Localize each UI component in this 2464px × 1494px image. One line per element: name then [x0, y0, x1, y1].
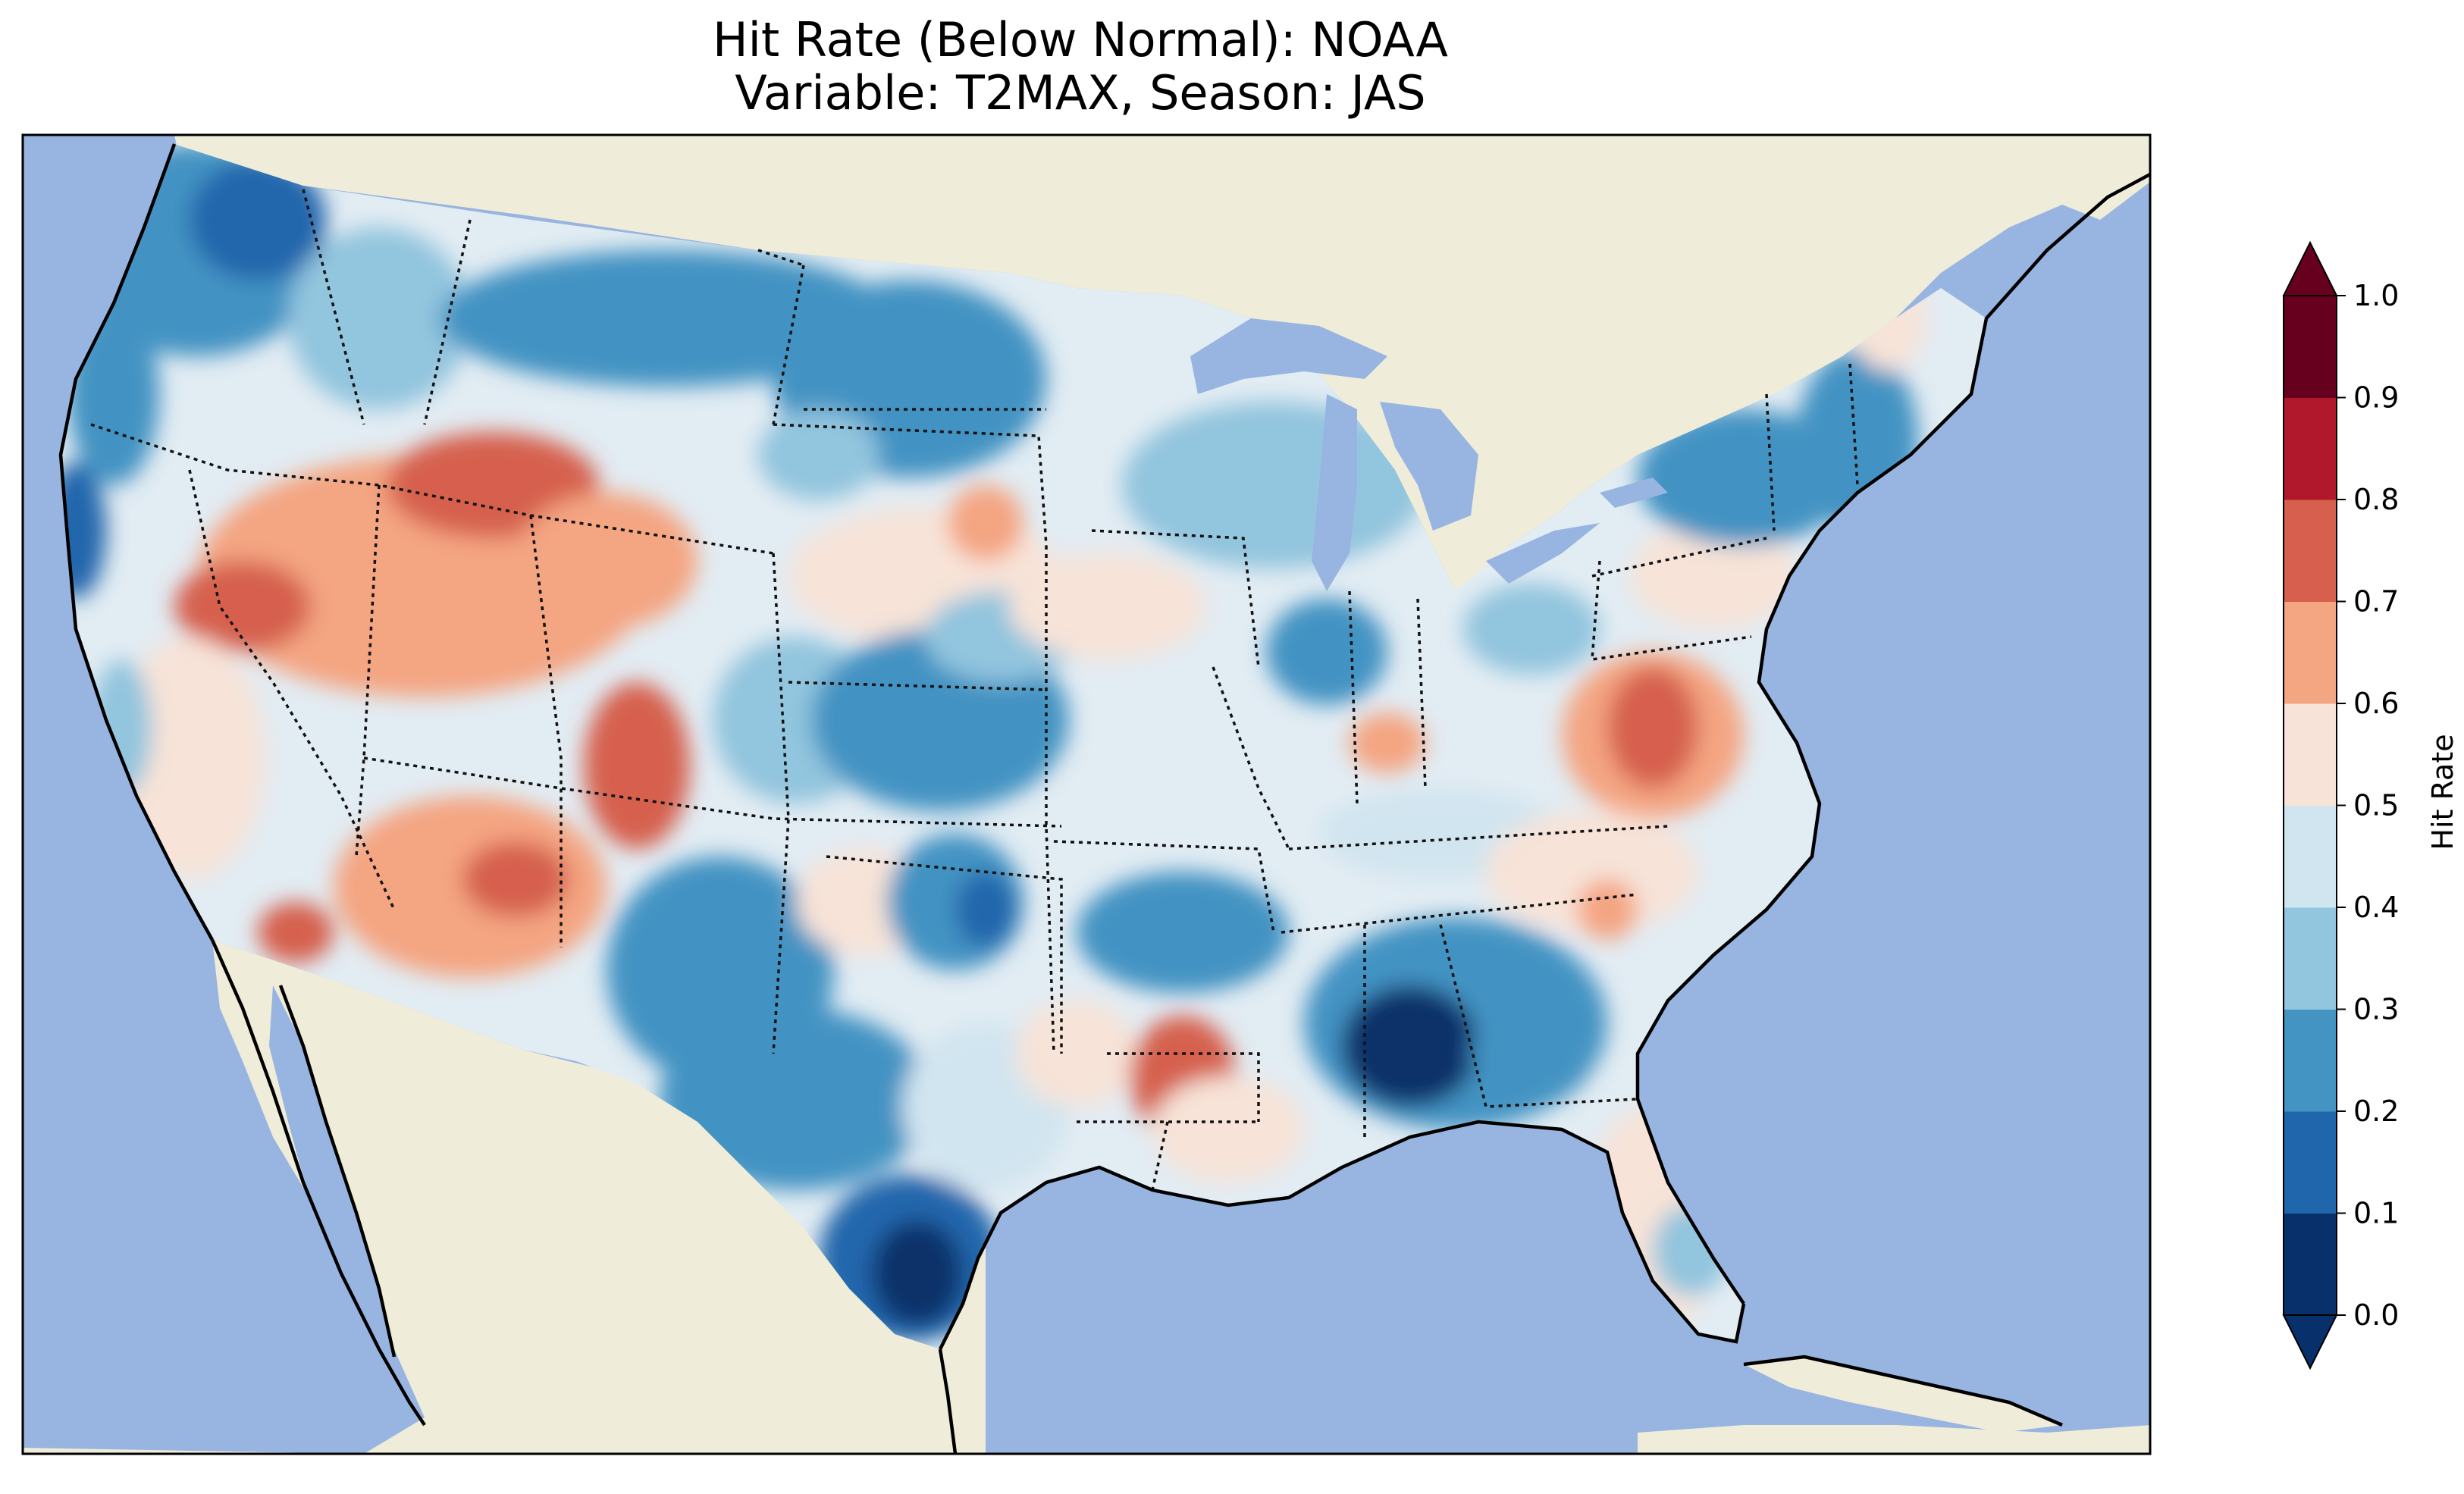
colorbar-tick-label: 0.5 [2353, 789, 2399, 822]
region-virginia-red [1607, 667, 1698, 788]
lake-michigan [1312, 394, 1357, 591]
colorbar-segment [2284, 805, 2337, 908]
region-south-texas-dark [872, 1220, 963, 1326]
baja-inner [278, 985, 397, 1358]
colorbar-segment [2284, 1213, 2337, 1316]
colorbar-tick-label: 0.1 [2353, 1197, 2399, 1230]
region-georgia [1471, 1001, 1592, 1107]
region-alabama-dark [1342, 985, 1478, 1107]
colorbar-segment [2284, 601, 2337, 704]
region-wyoming [516, 493, 698, 629]
colorbar-segment [2284, 907, 2337, 1010]
lake-erie [1486, 523, 1600, 584]
region-indiana [1350, 713, 1425, 773]
canada-land [174, 135, 2150, 591]
region-or-coast [61, 462, 106, 599]
colorbar-tick-label: 0.0 [2353, 1298, 2399, 1332]
colorbar: 0.0 0.1 0.2 0.3 0.4 0.5 0.6 0.7 0.8 0.9 1.0 [2282, 240, 2399, 1370]
region-ne-red [948, 485, 1024, 561]
lake-superior [1190, 318, 1387, 394]
west-coast [58, 143, 214, 941]
hit-rate-field [61, 144, 1926, 1342]
mexico-coast [210, 939, 426, 1427]
region-oklahoma-dark [955, 872, 1016, 947]
coastlines [58, 143, 2150, 1454]
region-east-texas [1016, 1001, 1137, 1107]
colorbar-tick-label: 0.2 [2353, 1095, 2399, 1128]
region-louisiana [1152, 1076, 1304, 1182]
colorbar-tick-label: 0.9 [2353, 381, 2399, 415]
colorbar-tick-label: 1.0 [2353, 279, 2399, 312]
colorbar-tick-label: 0.7 [2353, 585, 2399, 619]
map-frame [21, 133, 2152, 1455]
cuba-land [1744, 1357, 2062, 1433]
lake-huron [1380, 402, 1478, 531]
caribbean-land [1638, 1425, 2150, 1454]
region-carolinas [1486, 811, 1698, 932]
colorbar-extend-max [2282, 240, 2338, 296]
region-new-york [1638, 409, 1850, 546]
lake-ontario [1600, 478, 1668, 508]
colorbar-segment [2284, 1009, 2337, 1112]
cuba-coast [1743, 1355, 2063, 1427]
colorbar-tick-label: 0.3 [2353, 993, 2399, 1026]
region-idaho [288, 227, 470, 409]
region-nevada-red [174, 561, 311, 652]
region-central-ca [114, 637, 265, 879]
colorbar-segment [2284, 296, 2337, 398]
region-arizona-red [462, 841, 569, 917]
colorbar-extend-min [2282, 1314, 2338, 1370]
chart-title-line1: Hit Rate (Below Normal): NOAA [713, 12, 1448, 67]
colorbar-label: Hit Rate [2426, 734, 2459, 850]
region-utah-red [584, 682, 690, 849]
gulf-of-california [269, 985, 394, 1364]
colorbar-tick-label: 0.4 [2353, 891, 2399, 924]
region-iowa [1008, 553, 1205, 659]
region-missouri [1077, 872, 1289, 993]
region-ca-south [258, 902, 334, 963]
region-illinois [1266, 599, 1387, 705]
colorbar-segment [2284, 1111, 2337, 1214]
region-west-texas [660, 1008, 933, 1190]
east-coast [1635, 173, 2150, 1305]
colorbar-tick-label: 0.6 [2353, 687, 2399, 720]
gulf-coast [938, 1120, 1746, 1351]
region-nw-dark [190, 159, 326, 280]
colorbar-segment [2284, 703, 2337, 806]
chart-title-line2: Variable: T2MAX, Season: JAS [735, 65, 1426, 121]
region-sc-red [1577, 879, 1638, 940]
colorbar-tick-label: 0.8 [2353, 483, 2399, 516]
region-pennsylvania [1630, 523, 1797, 629]
colorbar-segment [2284, 500, 2337, 602]
map-panel [23, 135, 2150, 1454]
great-lakes [1190, 318, 1668, 591]
mexico-gulf-coast [938, 1348, 958, 1454]
region-ohio [1463, 584, 1600, 675]
colorbar-segment [2284, 397, 2337, 500]
region-wyoming-n [758, 409, 879, 500]
state-borders [90, 189, 1859, 1191]
